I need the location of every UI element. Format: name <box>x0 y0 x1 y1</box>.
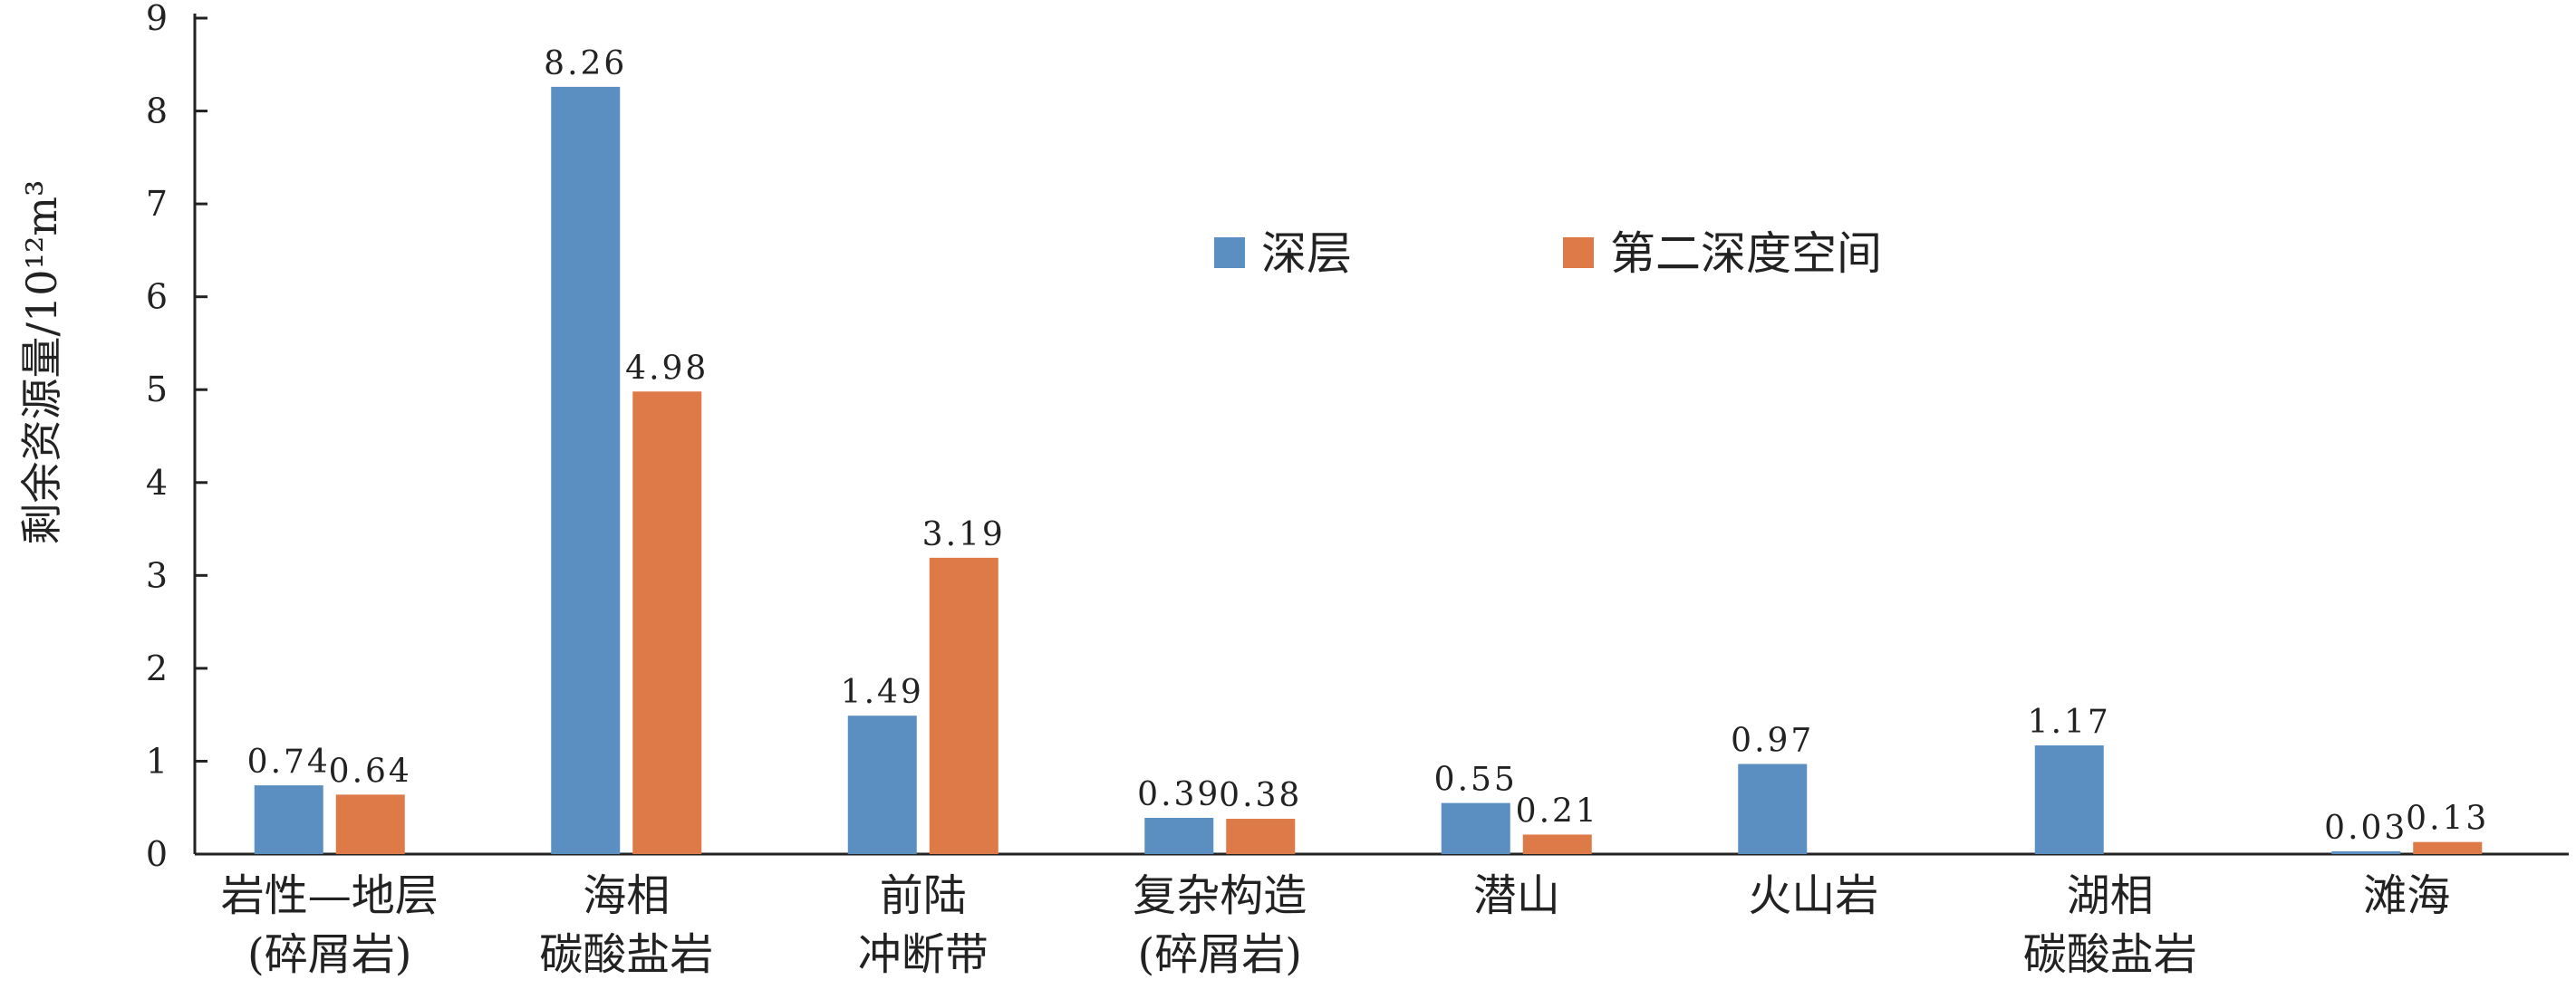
category-label: 碳酸盐岩 <box>539 929 713 980</box>
data-label: 1.17 <box>2028 704 2111 741</box>
legend-label-0: 深层 <box>1261 227 1352 280</box>
y-tick-label: 6 <box>146 277 168 317</box>
category-label: 复杂构造 <box>1133 870 1307 921</box>
y-tick-label: 4 <box>146 463 168 503</box>
category-label: 湖相 <box>2067 870 2154 921</box>
bar-deep-1 <box>551 86 621 854</box>
category-label: 前陆 <box>880 870 967 921</box>
data-label: 8.26 <box>544 45 627 82</box>
category-label: 海相 <box>583 870 670 921</box>
bar-second-depth-3 <box>1226 819 1296 854</box>
bar-second-depth-0 <box>335 794 405 854</box>
category-label: 冲断带 <box>858 929 989 980</box>
bar-deep-2 <box>847 716 917 854</box>
legend-label-1: 第二深度空间 <box>1610 227 1882 280</box>
bars <box>254 86 2483 854</box>
data-label: 0.64 <box>329 753 412 790</box>
data-label: 0.97 <box>1731 723 1814 760</box>
data-label: 0.55 <box>1434 762 1518 799</box>
bar-second-depth-4 <box>1522 834 1592 854</box>
y-tick-label: 0 <box>146 834 168 874</box>
axes: 0 1 2 3 4 5 6 7 8 9 <box>146 0 2569 874</box>
data-label: 0.03 <box>2324 810 2407 847</box>
category-label: 岩性—地层 <box>221 870 439 921</box>
data-label: 0.21 <box>1516 792 1599 830</box>
category-label: (碎屑岩) <box>247 929 411 980</box>
data-label: 0.39 <box>1137 776 1220 813</box>
category-label: (碎屑岩) <box>1138 929 1302 980</box>
y-tick-label: 8 <box>146 91 168 131</box>
bar-second-depth-1 <box>632 391 702 854</box>
y-tick-label: 1 <box>146 741 168 781</box>
data-label: 3.19 <box>922 516 1006 553</box>
data-label: 1.49 <box>841 674 924 711</box>
bar-deep-3 <box>1144 818 1214 854</box>
y-tick-label: 3 <box>146 555 168 595</box>
bar-deep-6 <box>2034 745 2104 854</box>
category-label: 滩海 <box>2363 870 2450 921</box>
bar-second-depth-7 <box>2413 841 2483 854</box>
category-label: 潜山 <box>1473 870 1560 921</box>
data-label: 0.13 <box>2406 801 2489 838</box>
y-tick-label: 7 <box>146 184 168 224</box>
bar-deep-5 <box>1738 764 1808 854</box>
data-label: 0.38 <box>1219 777 1302 814</box>
legend-swatch-0 <box>1214 237 1245 268</box>
category-label: 碳酸盐岩 <box>2023 929 2197 980</box>
category-label: 火山岩 <box>1748 870 1878 921</box>
y-axis-label-group: 剩余资源量/10¹²m³ <box>17 180 66 545</box>
y-tick-label: 2 <box>146 648 168 688</box>
y-tick-label: 5 <box>146 370 168 409</box>
bar-deep-0 <box>254 785 323 854</box>
bar-deep-4 <box>1441 802 1510 854</box>
bar-second-depth-2 <box>929 557 999 854</box>
bar-deep-7 <box>2331 850 2401 854</box>
legend-swatch-1 <box>1563 237 1594 268</box>
data-label: 0.74 <box>247 744 331 781</box>
y-axis-label: 剩余资源量/10¹²m³ <box>17 180 66 545</box>
data-labels: 0.740.64 8.26 4.98 1.49 3.19 0.390.38 0.550.21… <box>247 45 2489 847</box>
data-label: 4.98 <box>625 350 709 387</box>
y-tick-label: 9 <box>146 0 168 38</box>
legend: 深层 第二深度空间 <box>1214 227 1882 280</box>
